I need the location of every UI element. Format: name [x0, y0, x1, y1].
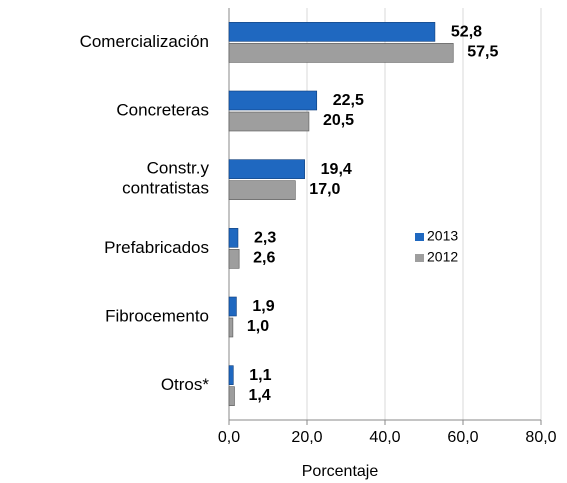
data-label: 2,3	[254, 230, 276, 247]
y-tick-label: Comercialización	[80, 32, 209, 51]
x-tick-label: 80,0	[525, 429, 556, 446]
data-label: 2,6	[253, 250, 275, 267]
bar	[228, 365, 234, 385]
bar	[228, 111, 310, 132]
legend-swatch	[415, 254, 424, 262]
y-tick-label: Constr.y contratistas	[122, 159, 209, 198]
y-tick-label: Fibrocemento	[105, 306, 209, 325]
bar	[228, 90, 318, 111]
bar	[228, 386, 235, 406]
y-tick-label: Concreteras	[116, 100, 209, 119]
bar	[228, 180, 296, 200]
x-axis-label: Porcentaje	[302, 463, 379, 480]
data-label: 19,4	[321, 161, 352, 178]
bar	[228, 249, 240, 269]
legend-swatch	[415, 233, 424, 241]
data-label: 1,0	[247, 318, 269, 335]
data-label: 20,5	[323, 112, 354, 129]
x-tick-label: 20,0	[291, 429, 322, 446]
bar	[228, 43, 454, 63]
y-tick-label: Otros*	[161, 375, 210, 394]
bar	[228, 296, 237, 317]
x-tick-label: 0,0	[218, 429, 240, 446]
bar	[228, 317, 234, 338]
bar	[228, 228, 239, 248]
bar	[228, 22, 436, 42]
data-label: 57,5	[467, 44, 498, 61]
x-tick-label: 40,0	[369, 429, 400, 446]
data-label: 1,1	[249, 367, 271, 384]
data-label: 1,9	[252, 298, 274, 315]
legend-label: 2012	[427, 249, 458, 265]
x-tick-label: 60,0	[447, 429, 478, 446]
data-label: 22,5	[333, 92, 364, 109]
bar	[228, 159, 305, 179]
y-tick-label: Prefabricados	[104, 238, 209, 257]
legend-label: 2013	[427, 228, 458, 244]
data-label: 1,4	[248, 387, 270, 404]
data-label: 17,0	[309, 181, 340, 198]
data-label: 52,8	[451, 24, 482, 41]
